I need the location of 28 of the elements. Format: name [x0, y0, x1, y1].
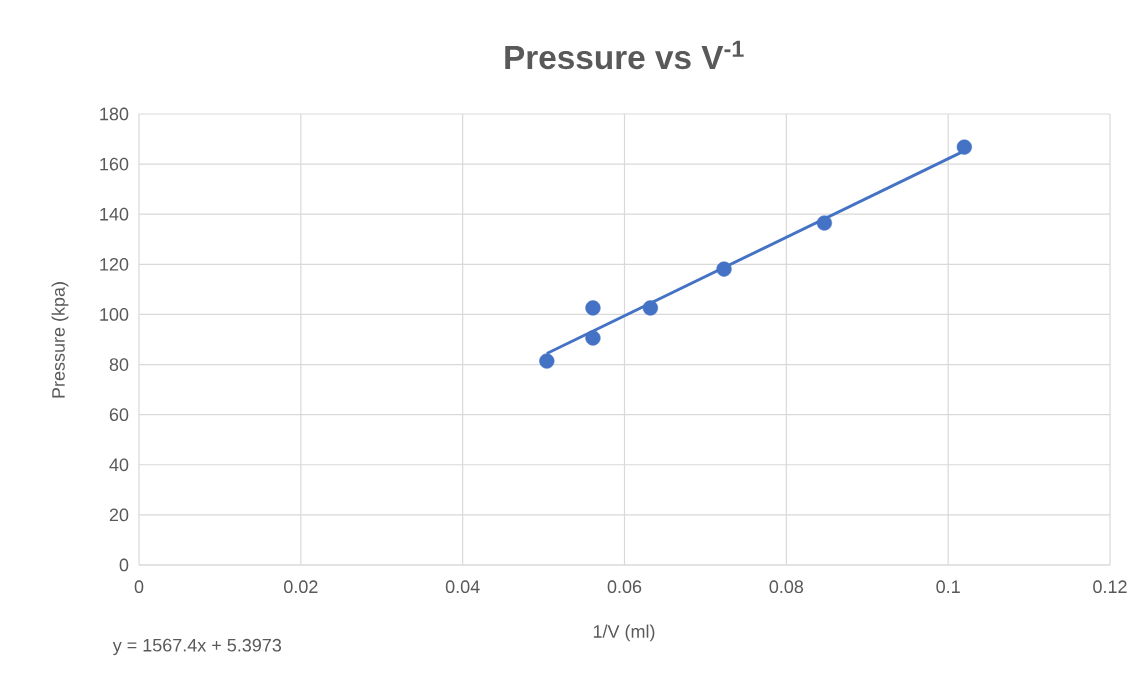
point — [956, 139, 972, 155]
y-tick-label: 140 — [100, 207, 129, 221]
x-tick-label: 0.06 — [607, 580, 642, 594]
point — [585, 300, 601, 316]
x-tick-label: 0.04 — [445, 580, 480, 594]
y-tick-label: 100 — [100, 308, 129, 321]
x-tick-label: 0.12 — [1093, 580, 1127, 594]
point — [816, 215, 832, 231]
y-tick-label: 60 — [109, 408, 129, 422]
chart-title: Pressure vs V$^{-1}$ — [505, 40, 744, 70]
y-tick-label: 160 — [100, 157, 129, 171]
x-tick-label: 0.02 — [284, 580, 318, 594]
point — [642, 300, 658, 316]
y-tick-label: 40 — [109, 458, 129, 472]
x-axis-title: 1/V (ml) — [593, 624, 655, 642]
y-axis-title: Pressure (kpa) — [51, 282, 69, 398]
x-tick-label: 0 — [134, 580, 144, 594]
x-tick-label: 0.08 — [769, 580, 804, 594]
point — [539, 353, 555, 369]
x-tick-label: 0.1 — [936, 580, 960, 594]
y-tick-label: 20 — [109, 508, 129, 522]
point — [716, 261, 732, 277]
y-tick-label: 0 — [119, 558, 129, 572]
y-tick-label: 120 — [100, 257, 129, 271]
point — [585, 330, 601, 346]
y-tick-label: 180 — [100, 107, 129, 121]
y-tick-label: 80 — [109, 358, 129, 371]
text: y = 1567.4x + 5.3973 — [112, 638, 282, 656]
